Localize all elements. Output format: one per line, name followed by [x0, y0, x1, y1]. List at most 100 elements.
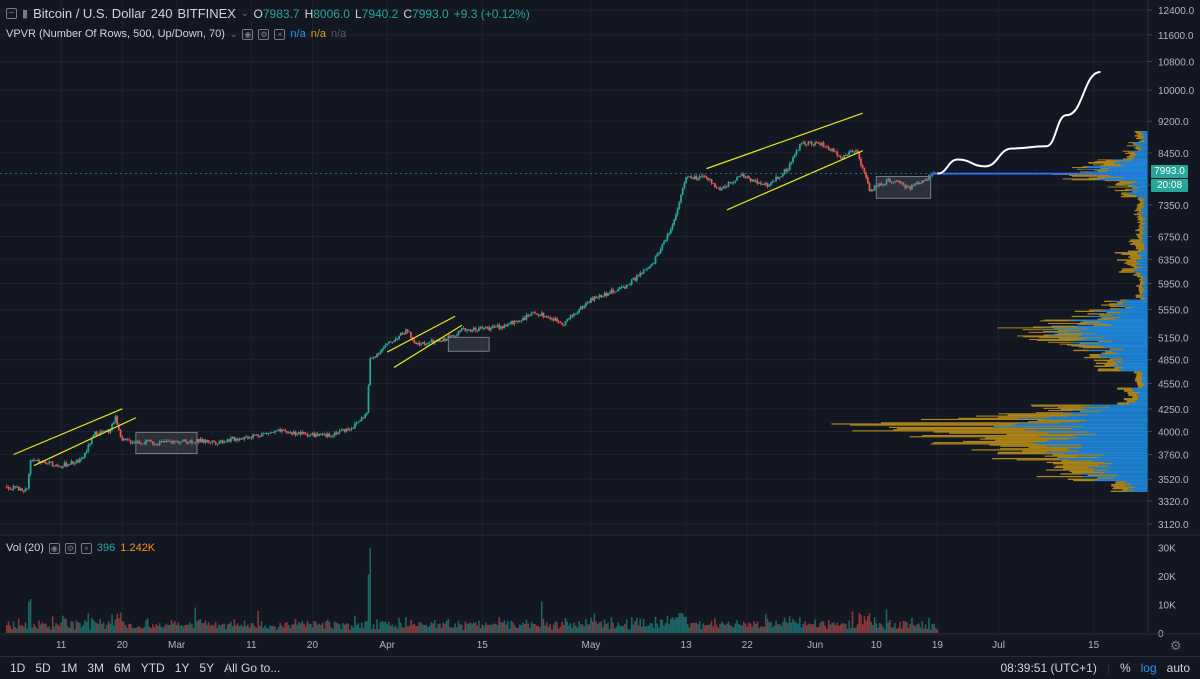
range-1y[interactable]: 1Y — [174, 661, 190, 675]
vp-down-bar — [1140, 223, 1146, 225]
price-tick-label: 6350.0 — [1158, 255, 1189, 266]
range-5y[interactable]: 5Y — [199, 661, 215, 675]
close-icon[interactable]: × — [80, 542, 92, 554]
range-1d[interactable]: 1D — [10, 661, 26, 675]
candle-body — [184, 439, 187, 442]
candle-body — [488, 327, 490, 330]
candle-body — [647, 268, 650, 269]
price-candles[interactable] — [5, 140, 939, 494]
price-axis[interactable]: 12400.011600.010800.010000.09200.08450.0… — [0, 0, 1200, 633]
candle-body — [802, 142, 805, 144]
candle-body — [427, 342, 429, 344]
candle-body — [337, 432, 339, 435]
candle-body — [33, 459, 35, 461]
volume-bar — [388, 621, 390, 633]
volume-bar — [720, 621, 723, 633]
volume-legend[interactable]: Vol (20) ◉ ⚙ × 396 1.242K — [6, 542, 155, 554]
percent-toggle[interactable]: % — [1119, 661, 1131, 675]
vp-down-bar — [1079, 342, 1099, 344]
volume-bar — [613, 628, 616, 633]
vp-down-bar — [1042, 330, 1068, 332]
vp-up-bar — [1016, 423, 1148, 425]
candle-body — [450, 335, 453, 337]
vp-up-bar — [1061, 422, 1148, 424]
vp-up-bar — [1132, 160, 1148, 162]
candle-body — [909, 187, 912, 190]
symbol-legend[interactable]: − ▮ Bitcoin / U.S. Dollar 240 BITFINEX ⌄… — [6, 6, 530, 21]
volume-bar — [50, 629, 52, 633]
vp-down-bar — [1132, 242, 1143, 244]
vp-down-bar — [1128, 256, 1142, 258]
volume-bar — [549, 624, 552, 633]
volume-bar — [552, 624, 555, 633]
candle-body — [848, 151, 851, 156]
vp-down-bar — [1097, 369, 1121, 372]
vp-up-bar — [1140, 212, 1148, 214]
volume-bar — [174, 621, 176, 633]
drawings[interactable] — [0, 70, 1148, 467]
vp-down-bar — [1028, 339, 1082, 341]
chevron-down-icon[interactable]: ⌄ — [240, 8, 249, 18]
volume-bar — [816, 626, 818, 633]
candle-body — [140, 443, 142, 445]
settings-icon[interactable]: ⚙ — [64, 542, 76, 554]
vp-down-bar — [1071, 167, 1088, 169]
collapse-icon[interactable]: − — [6, 8, 17, 19]
vp-down-bar — [1111, 483, 1132, 486]
vpvr-legend[interactable]: VPVR (Number Of Rows, 500, Up/Down, 70) … — [6, 28, 346, 40]
candle-body — [111, 424, 113, 430]
settings-icon[interactable]: ⚙ — [258, 28, 270, 40]
vp-up-bar — [1037, 430, 1148, 432]
vp-up-bar — [1142, 291, 1148, 294]
range-1m[interactable]: 1M — [60, 661, 78, 675]
settings-icon[interactable]: ⚙ — [1170, 639, 1182, 654]
volume-bar — [5, 625, 8, 633]
chevron-down-icon[interactable]: ⌄ — [229, 28, 238, 39]
vp-up-bar — [1099, 321, 1148, 323]
goto-button[interactable]: Go to... — [241, 661, 281, 675]
volume-bar — [810, 624, 813, 633]
vp-up-bar — [1116, 362, 1148, 365]
close-icon[interactable]: × — [274, 28, 286, 40]
volume-bar — [58, 626, 61, 633]
volume-bar — [469, 622, 472, 633]
log-toggle[interactable]: log — [1140, 661, 1157, 675]
candle-body — [291, 432, 293, 435]
candle-body — [207, 440, 210, 443]
vp-up-bar — [1104, 454, 1148, 456]
range-all[interactable]: All — [224, 661, 238, 675]
time-axis[interactable]: 11 20 Mar 11 20 Apr 15 May 13 22 Jun 10 19 Jul 15 ⚙ — [0, 633, 1200, 654]
vp-up-bar — [1142, 266, 1148, 269]
range-box — [447, 336, 490, 352]
candle-body — [141, 443, 144, 445]
volume-bar — [294, 619, 297, 633]
candle-body — [635, 275, 638, 281]
candle-body — [586, 302, 589, 304]
volume-bar — [320, 625, 322, 633]
range-6m[interactable]: 6M — [114, 661, 131, 675]
eye-icon[interactable]: ◉ — [48, 542, 60, 554]
vp-down-bar — [889, 426, 993, 428]
candle-body — [420, 343, 423, 345]
candle-body — [768, 185, 771, 187]
candle-body — [905, 185, 908, 188]
logo-icon: ▮ — [22, 8, 29, 20]
auto-toggle[interactable]: auto — [1166, 661, 1190, 675]
candle-body — [500, 326, 502, 329]
trendline — [33, 417, 137, 467]
candle-body — [659, 248, 662, 254]
eye-icon[interactable]: ◉ — [242, 28, 254, 40]
candle-body — [574, 313, 577, 315]
volume-bar — [503, 620, 506, 633]
range-3m[interactable]: 3M — [87, 661, 105, 675]
range-5d[interactable]: 5D — [35, 661, 51, 675]
candle-body — [501, 326, 504, 329]
volume-bar — [192, 628, 195, 633]
candle-body — [703, 175, 706, 177]
vp-down-bar — [1141, 139, 1145, 141]
range-ytd[interactable]: YTD — [140, 661, 165, 675]
vp-up-bar — [1144, 139, 1148, 141]
volume-bar — [24, 622, 27, 633]
vp-up-bar — [1144, 206, 1148, 208]
